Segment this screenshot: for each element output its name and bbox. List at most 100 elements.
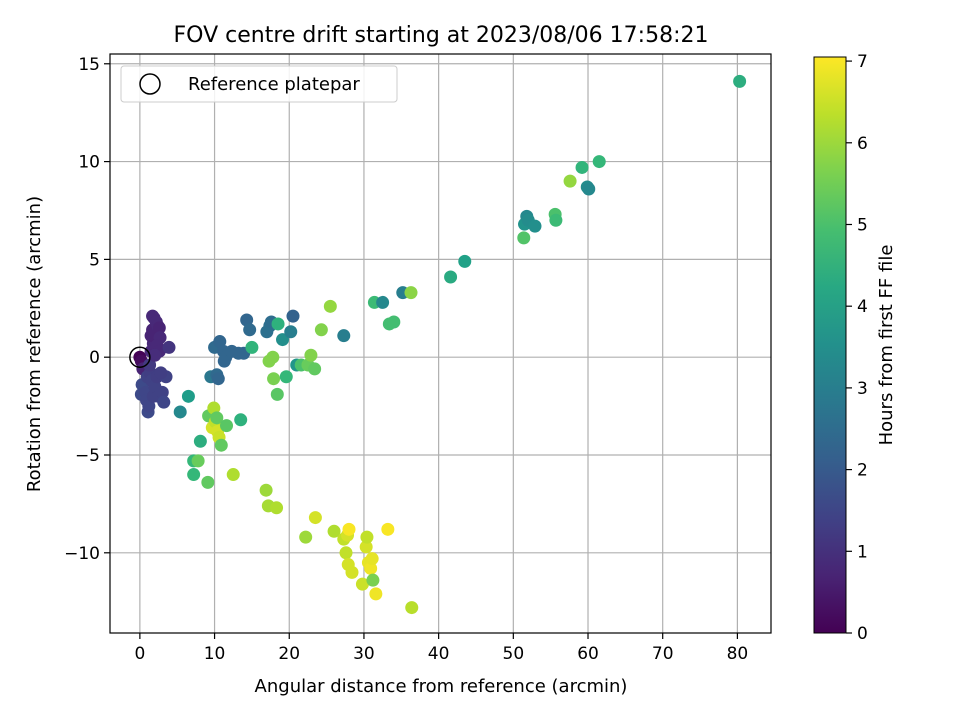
data-point <box>366 573 380 587</box>
data-point <box>733 74 747 88</box>
data-point <box>405 601 419 615</box>
data-point <box>337 329 351 343</box>
data-point <box>308 362 322 376</box>
y-tick-label: 10 <box>78 153 100 173</box>
colorbar-tick-label: 7 <box>857 52 868 72</box>
data-point <box>299 530 313 544</box>
data-point <box>582 182 596 196</box>
data-point <box>157 395 171 409</box>
colorbar-tick-label: 1 <box>857 542 868 562</box>
data-point <box>259 483 273 497</box>
data-point <box>355 577 369 591</box>
x-axis-label: Angular distance from reference (arcmin) <box>255 676 628 697</box>
data-point <box>284 325 298 339</box>
chart-title: FOV centre drift starting at 2023/08/06 … <box>174 23 709 48</box>
grid-lines <box>110 54 771 633</box>
data-point <box>181 389 195 403</box>
colorbar-tick-label: 5 <box>857 215 868 235</box>
plot-frame <box>109 53 772 634</box>
legend-label-reference: Reference platepar <box>188 74 360 95</box>
colorbar-tick-label: 4 <box>857 297 868 317</box>
data-point <box>517 231 531 245</box>
data-point <box>234 413 248 427</box>
legend-marker-reference <box>139 73 161 95</box>
x-tick-label: 60 <box>577 644 599 664</box>
data-point <box>154 366 168 380</box>
data-point <box>201 475 215 489</box>
data-point <box>191 454 205 468</box>
x-tick-label: 70 <box>652 644 674 664</box>
data-point <box>173 405 187 419</box>
y-tick-label: 5 <box>89 250 100 270</box>
y-axis-ticks: −10 −5 0 5 10 15 <box>64 55 110 564</box>
x-tick-label: 40 <box>428 644 450 664</box>
data-point <box>369 587 383 601</box>
data-point <box>245 340 259 354</box>
data-point <box>345 565 359 579</box>
data-point <box>162 340 176 354</box>
data-point <box>342 522 356 536</box>
data-point <box>286 309 300 323</box>
data-point <box>267 372 281 386</box>
data-point <box>364 561 378 575</box>
data-point <box>266 350 280 364</box>
y-tick-label: −10 <box>64 544 100 564</box>
data-point <box>148 348 162 362</box>
y-tick-label: 0 <box>89 348 100 368</box>
data-point <box>240 313 254 327</box>
data-point <box>376 295 390 309</box>
data-point <box>339 546 353 560</box>
x-tick-label: 10 <box>204 644 226 664</box>
data-point <box>458 254 472 268</box>
data-point <box>592 155 606 169</box>
data-point <box>270 387 284 401</box>
data-point <box>387 315 401 329</box>
data-point <box>304 348 318 362</box>
colorbar-ticks: 0 1 2 3 4 5 6 7 <box>846 52 868 644</box>
data-point <box>211 372 225 386</box>
colorbar-label: Hours from first FF file <box>876 245 897 446</box>
data-point <box>155 385 169 399</box>
colorbar-tick-label: 2 <box>857 461 868 481</box>
data-point <box>575 160 589 174</box>
data-point <box>270 501 284 515</box>
data-point <box>279 370 293 384</box>
x-tick-label: 80 <box>727 644 749 664</box>
y-tick-label: 15 <box>78 55 100 75</box>
data-point <box>308 511 322 525</box>
y-tick-label: −5 <box>75 446 100 466</box>
x-tick-label: 20 <box>278 644 300 664</box>
data-point <box>226 468 240 482</box>
data-point <box>314 323 328 337</box>
data-point <box>360 530 374 544</box>
data-point <box>213 335 227 349</box>
data-point <box>563 174 577 188</box>
data-point <box>193 434 207 448</box>
data-point <box>214 438 228 452</box>
data-point <box>365 552 379 566</box>
data-point <box>217 354 231 368</box>
y-axis-label: Rotation from reference (arcmin) <box>24 196 45 492</box>
data-point <box>327 524 341 538</box>
x-tick-label: 50 <box>503 644 525 664</box>
data-point <box>143 358 157 372</box>
data-point <box>142 399 156 413</box>
data-point <box>549 213 563 227</box>
data-point <box>404 286 418 300</box>
colorbar-tick-label: 0 <box>857 624 868 644</box>
data-point <box>210 411 224 425</box>
data-point <box>381 522 395 536</box>
data-point <box>271 317 285 331</box>
data-point <box>152 321 166 335</box>
data-point <box>187 468 201 482</box>
colorbar-tick-label: 6 <box>857 134 868 154</box>
legend-box <box>120 65 398 103</box>
colorbar <box>813 56 847 634</box>
x-axis-ticks: 0 10 20 30 40 50 60 70 80 <box>134 633 748 664</box>
data-point <box>276 333 290 347</box>
data-point <box>444 270 458 284</box>
colorbar-tick-label: 3 <box>857 379 868 399</box>
x-tick-label: 0 <box>134 644 145 664</box>
